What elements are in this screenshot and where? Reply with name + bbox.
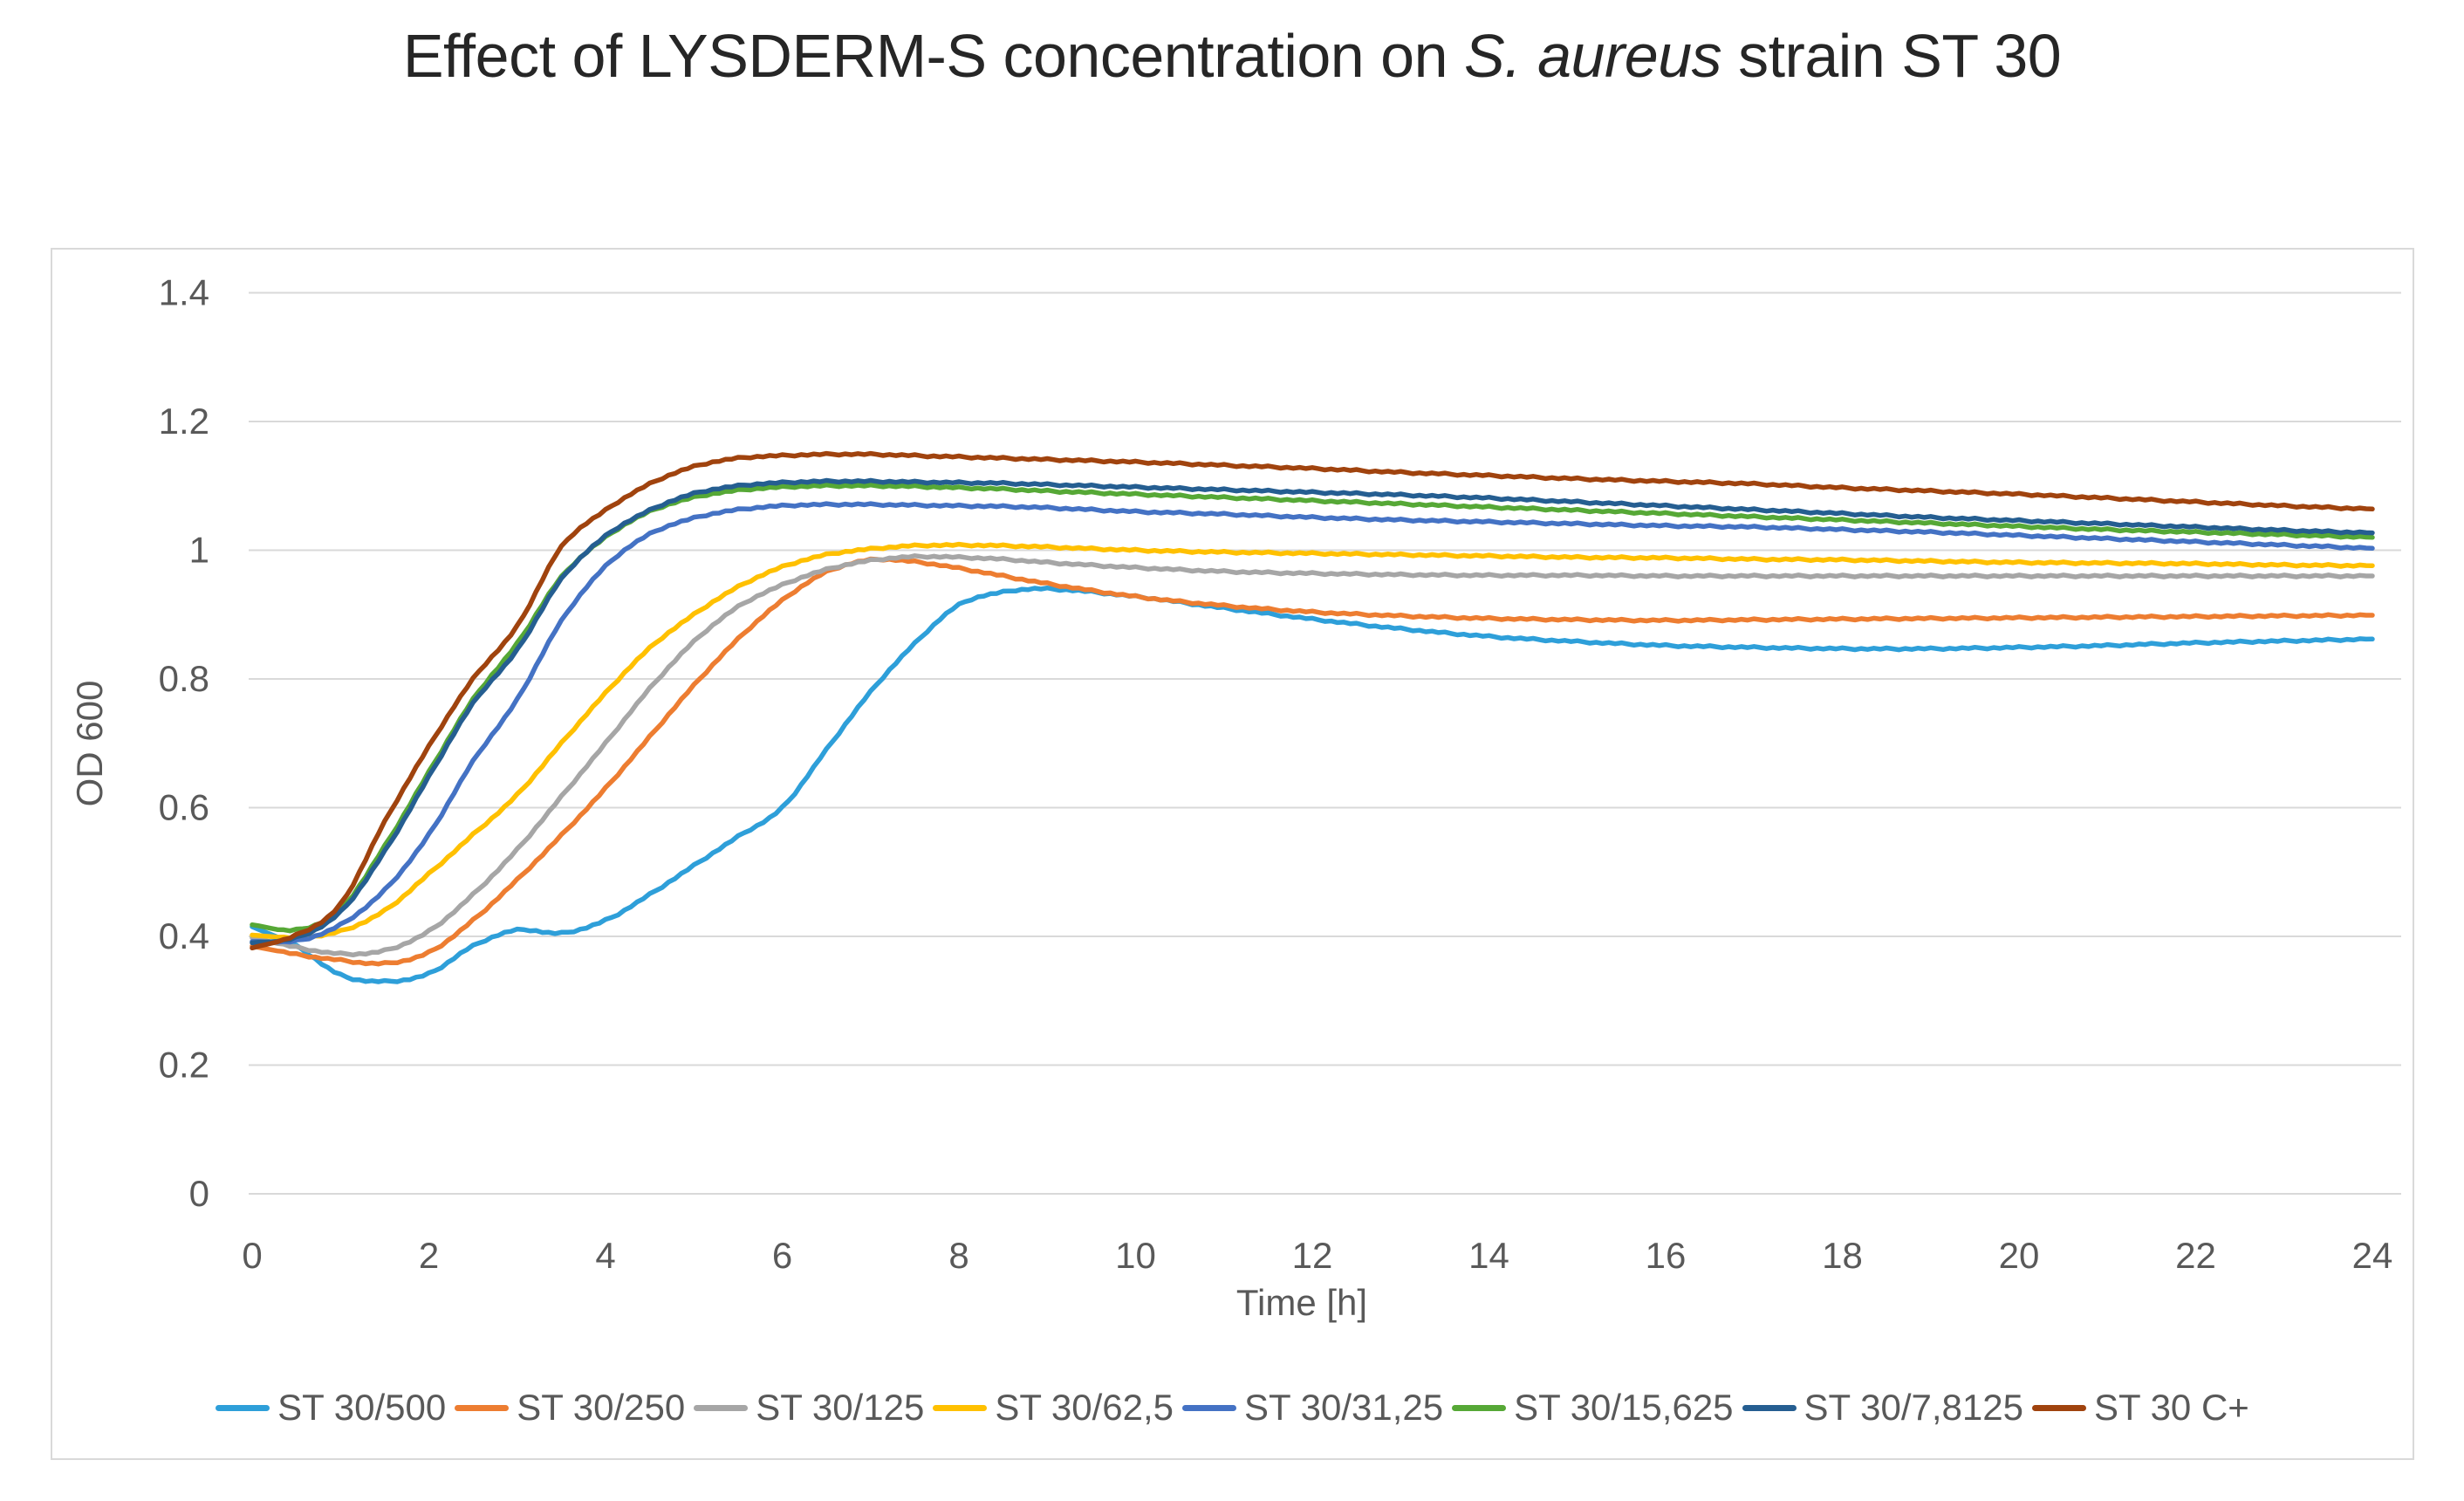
series-line-st-30-250 <box>250 556 2375 967</box>
legend-item: ST 30/7,8125 <box>1742 1387 2023 1429</box>
legend-line-swatch <box>216 1404 270 1411</box>
legend-label: ST 30/62,5 <box>995 1387 1174 1428</box>
legend-label: ST 30/31,25 <box>1244 1387 1444 1428</box>
plot-svg: 00.20.40.60.811.21.40 2 4 6 8 10 12 14 16 18 20 22 2… <box>69 272 2401 1323</box>
legend-label: ST 30/125 <box>756 1387 925 1428</box>
tick-labels: 00.20.40.60.811.21.40 2 4 6 8 10 12 14 16 18 20 22 2… <box>159 272 2393 1277</box>
y-tick-label: 0.8 <box>159 658 209 699</box>
legend-item: ST 30/31,25 <box>1182 1387 1443 1429</box>
y-tick-label: 1.2 <box>159 401 209 442</box>
series-line-st-30-500 <box>250 585 2375 984</box>
legend-label: ST 30/500 <box>277 1387 447 1428</box>
x-tick-label: 6 <box>772 1235 792 1276</box>
series-line-st-30-c- <box>250 450 2375 951</box>
series-lines <box>250 450 2375 984</box>
x-tick-label: 8 <box>948 1235 968 1276</box>
x-tick-label: 14 <box>1468 1235 1509 1276</box>
x-tick-label: 24 <box>2352 1235 2393 1276</box>
legend-label: ST 30/250 <box>517 1387 686 1428</box>
legend-item: ST 30/125 <box>694 1387 924 1429</box>
x-tick-label: 18 <box>1822 1235 1863 1276</box>
legend-label: ST 30/7,8125 <box>1804 1387 2023 1428</box>
legend-item: ST 30/15,625 <box>1452 1387 1734 1429</box>
legend-line-swatch <box>455 1404 510 1411</box>
legend-line-swatch <box>2031 1404 2086 1411</box>
x-tick-label: 4 <box>595 1235 615 1276</box>
gridlines <box>249 291 2401 1195</box>
x-axis-title: Time [h] <box>1236 1282 1367 1323</box>
legend-line-swatch <box>1742 1404 1797 1411</box>
legend: ST 30/500 ST 30/250 ST 30/125 ST 30/62,5 ST … <box>52 1387 2413 1429</box>
y-tick-label: 1.4 <box>159 272 209 313</box>
x-tick-label: 16 <box>1646 1235 1687 1276</box>
y-tick-label: 0.2 <box>159 1045 209 1086</box>
chart-area: 0 0.2 0.4 0.6 0.8 1 1.2 1.4 0 2 4 6 8 10 12 14 16 18 20 22 2… <box>51 248 2414 1460</box>
y-tick-label: 0.4 <box>159 915 209 956</box>
legend-item: ST 30/500 <box>216 1387 446 1429</box>
x-tick-label: 10 <box>1115 1235 1156 1276</box>
legend-line-swatch <box>694 1404 749 1411</box>
legend-item: ST 30/250 <box>455 1387 685 1429</box>
x-tick-label: 22 <box>2175 1235 2216 1276</box>
legend-label: ST 30/15,625 <box>1514 1387 1734 1428</box>
chart-title-italic: S. aureus <box>1464 22 1722 90</box>
chart-title: Effect of LYSDERM-S concentration on S. … <box>0 21 2464 91</box>
legend-item: ST 30/62,5 <box>933 1387 1174 1429</box>
legend-line-swatch <box>1452 1404 1507 1411</box>
series-line-st-30-31-25 <box>250 501 2375 945</box>
x-tick-label: 12 <box>1292 1235 1333 1276</box>
y-tick-label: 1 <box>189 530 209 571</box>
legend-label: ST 30 C+ <box>2093 1387 2249 1428</box>
chart-title-part1: Effect of LYSDERM-S concentration on <box>402 22 1464 90</box>
legend-item: ST 30 C+ <box>2031 1387 2249 1429</box>
y-tick-label: 0.6 <box>159 787 209 828</box>
chart-title-part2: strain ST 30 <box>1721 22 2062 90</box>
x-tick-label: 20 <box>1999 1235 2040 1276</box>
legend-line-swatch <box>1182 1404 1237 1411</box>
series-line-st-30-7-8125 <box>250 477 2375 946</box>
y-tick-label: 0 <box>189 1173 209 1214</box>
series-line-st-30-125 <box>250 553 2375 958</box>
series-line-st-30-62-5 <box>250 541 2375 941</box>
legend-line-swatch <box>933 1404 988 1411</box>
x-tick-label: 2 <box>419 1235 439 1276</box>
y-axis-title: OD 600 <box>69 681 110 807</box>
x-tick-label: 0 <box>242 1235 262 1276</box>
